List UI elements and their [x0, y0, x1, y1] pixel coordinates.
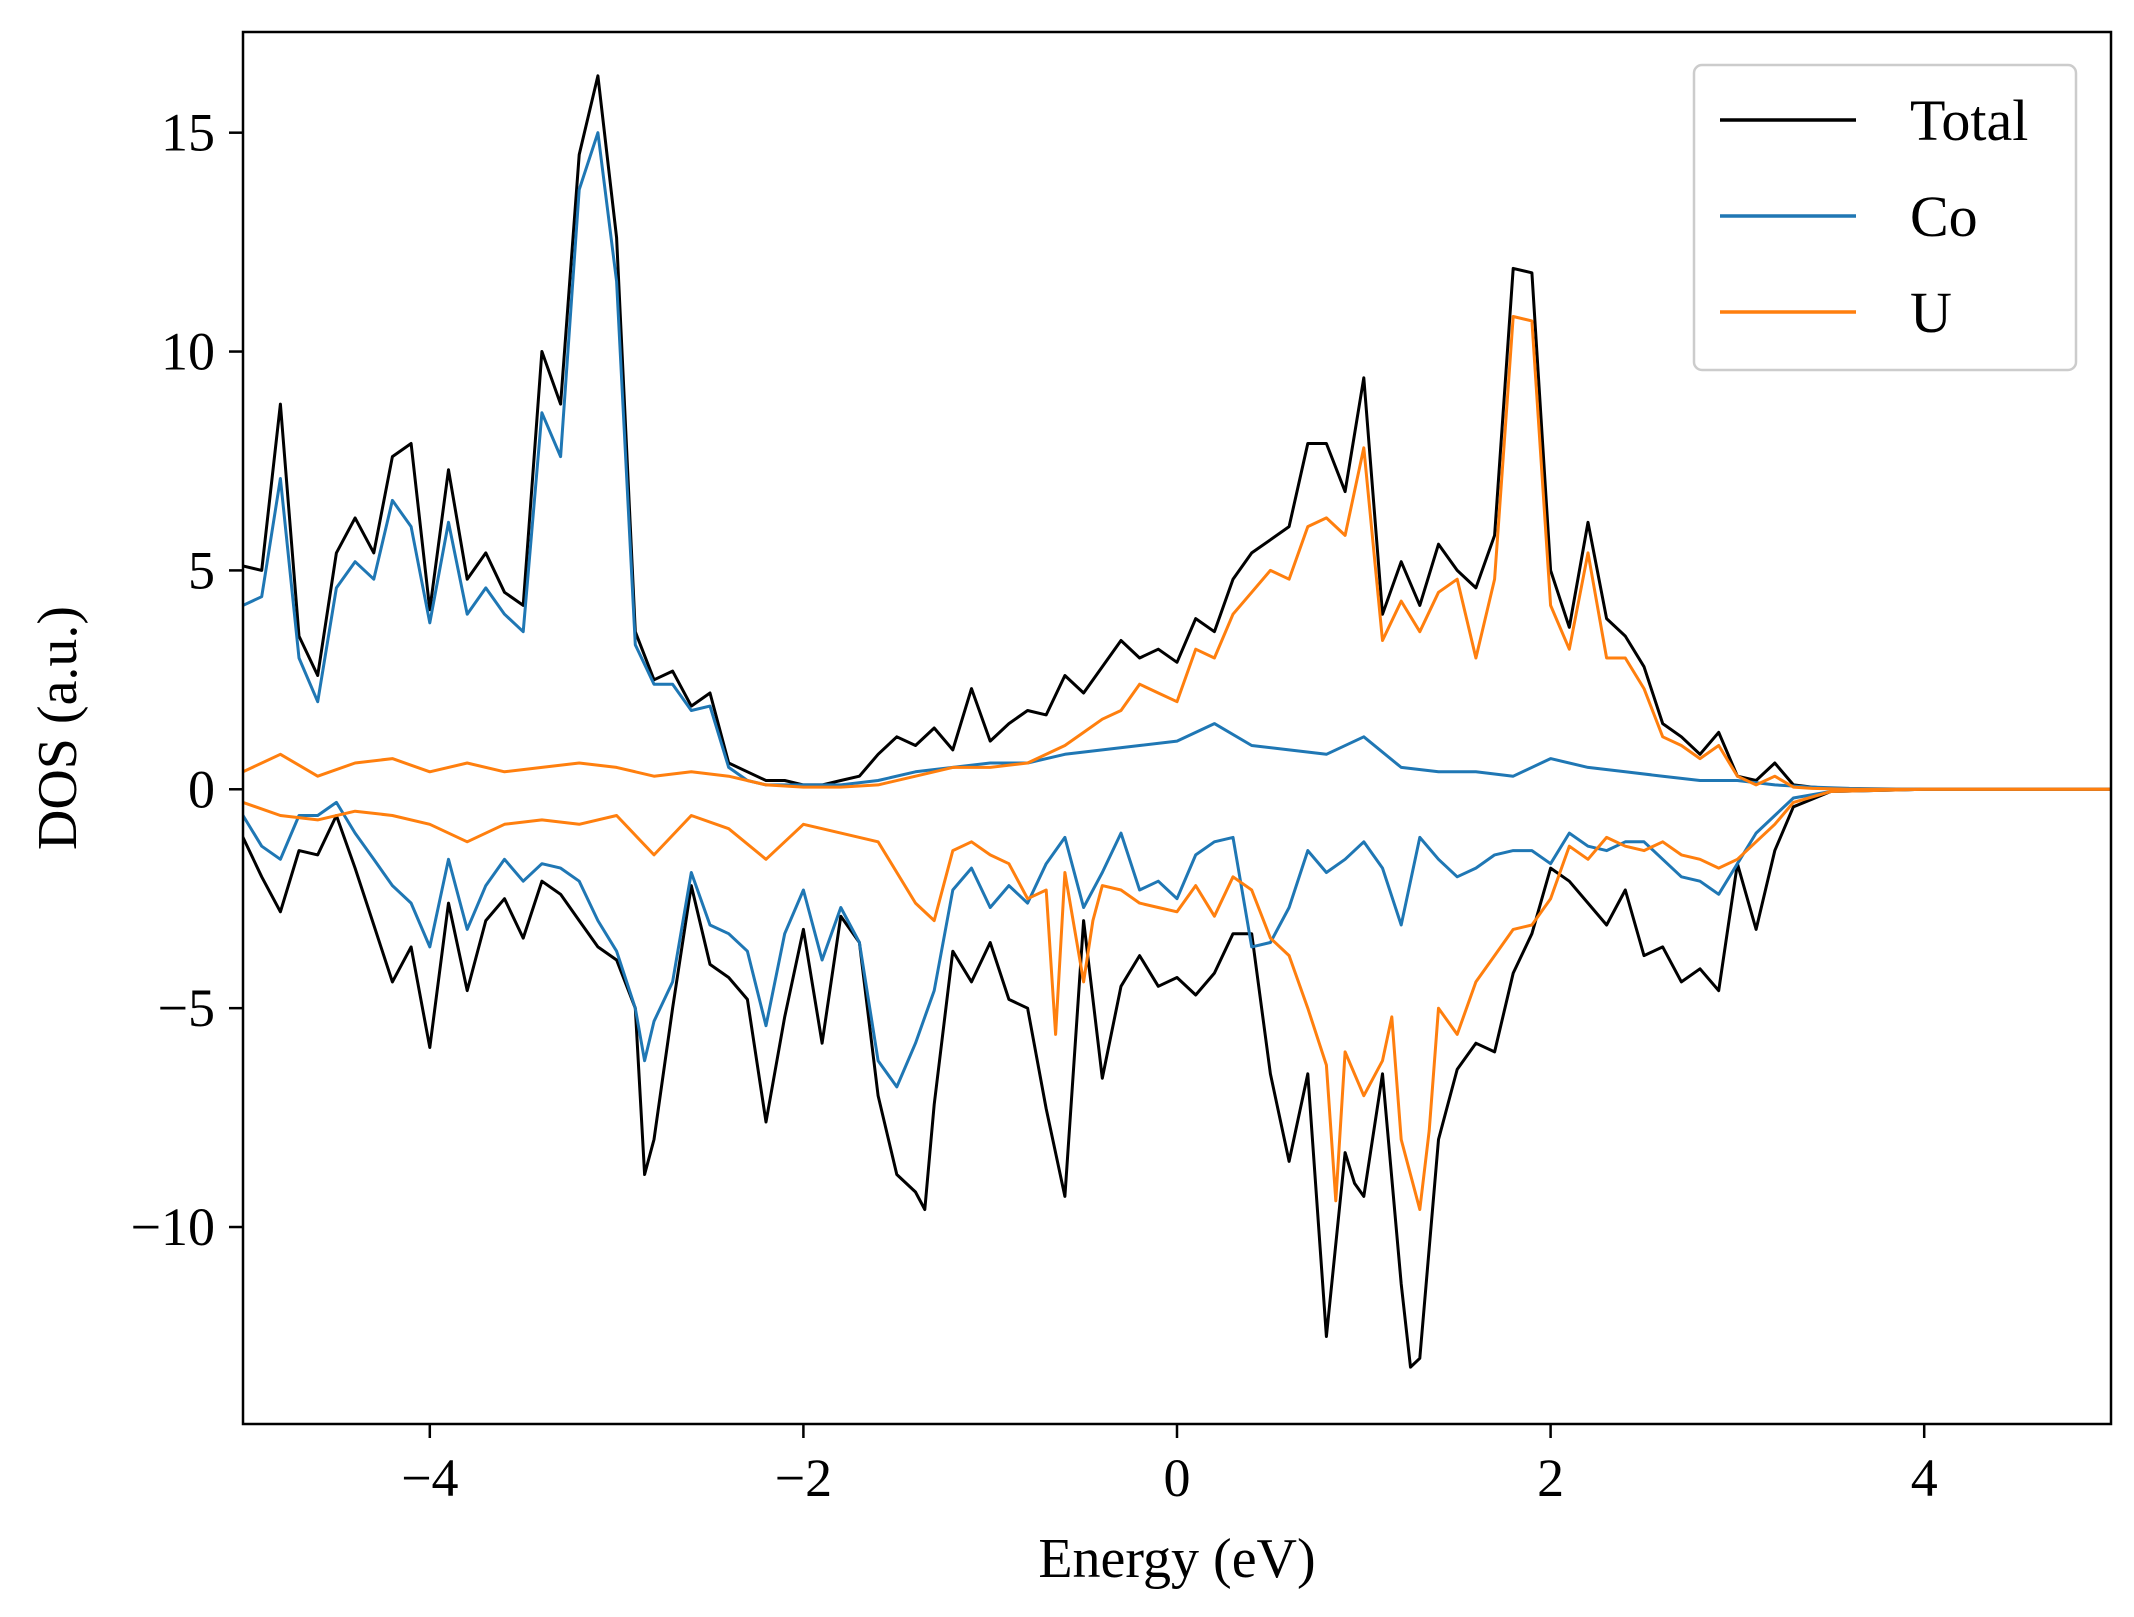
- y-tick-label: 15: [161, 103, 215, 163]
- y-tick-label: 0: [188, 759, 215, 819]
- series-line-total-spin-down: [243, 787, 2111, 1369]
- y-tick-label: 5: [188, 540, 215, 600]
- legend-label-u: U: [1910, 280, 1952, 345]
- series-layer: [243, 74, 2111, 1369]
- x-axis: −4 −2 0 2 4: [401, 1424, 1938, 1508]
- series-line-u-spin-up: [243, 315, 2111, 791]
- legend: Total Co U: [1692, 63, 2078, 372]
- series-line-u-spin-down: [243, 787, 2111, 1211]
- y-axis: −10 −5 0 5 10 15: [131, 103, 243, 1257]
- x-tick-label: −2: [775, 1448, 832, 1508]
- y-tick-label: 10: [161, 322, 215, 382]
- y-tick-label: −5: [158, 978, 215, 1038]
- x-tick-label: 4: [1911, 1448, 1938, 1508]
- legend-label-co: Co: [1910, 184, 1978, 249]
- x-tick-label: 2: [1537, 1448, 1564, 1508]
- legend-label-total: Total: [1910, 88, 2028, 153]
- x-tick-label: −4: [401, 1448, 458, 1508]
- legend-box: [1692, 63, 2078, 372]
- y-axis-title: DOS (a.u.): [27, 606, 89, 850]
- x-axis-title: Energy (eV): [1038, 1528, 1315, 1590]
- x-tick-label: 0: [1164, 1448, 1191, 1508]
- y-tick-label: −10: [131, 1197, 215, 1257]
- series-line-total-spin-up: [243, 74, 2111, 791]
- series-line-co-spin-up: [243, 131, 2111, 791]
- series-line-co-spin-down: [243, 787, 2111, 1089]
